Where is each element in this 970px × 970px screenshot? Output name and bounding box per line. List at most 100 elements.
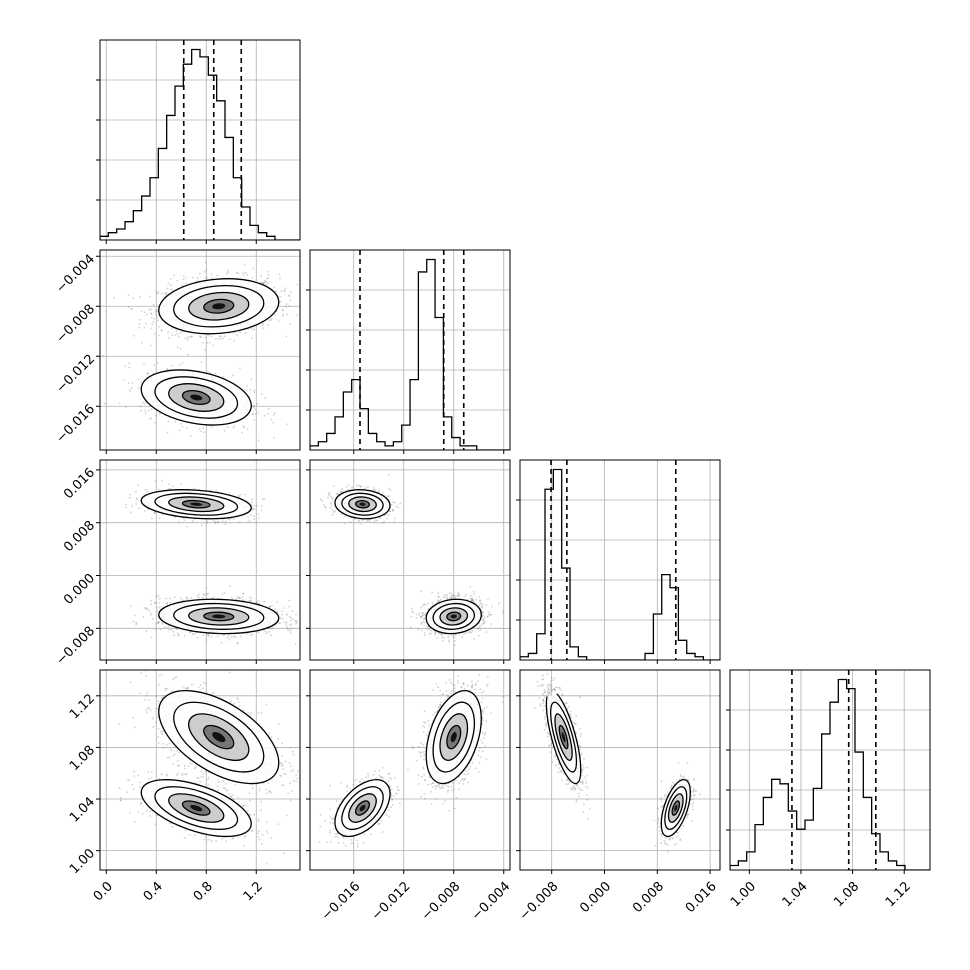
sample-point xyxy=(152,617,154,620)
sample-point xyxy=(179,597,182,599)
sample-point xyxy=(221,520,224,523)
sample-point xyxy=(135,490,137,493)
sample-point xyxy=(129,390,132,393)
sample-point xyxy=(245,633,248,635)
sample-point xyxy=(140,381,142,384)
sample-point xyxy=(453,596,456,598)
sample-point xyxy=(417,614,420,616)
sample-point xyxy=(150,312,153,315)
sample-point xyxy=(123,378,126,381)
sample-point xyxy=(263,414,266,417)
sample-point xyxy=(215,489,218,492)
sample-point xyxy=(176,346,179,349)
sample-point xyxy=(262,323,264,325)
sample-point xyxy=(196,636,199,639)
sample-point xyxy=(233,339,235,342)
sample-point xyxy=(465,631,468,634)
sample-point xyxy=(262,327,265,330)
sample-point xyxy=(169,597,172,600)
sample-point xyxy=(185,597,188,600)
sample-point xyxy=(243,426,245,428)
sample-point xyxy=(157,488,160,491)
sample-point xyxy=(128,388,131,391)
sample-point xyxy=(137,378,140,381)
sample-point xyxy=(102,355,105,357)
sample-point xyxy=(216,635,219,638)
sample-point xyxy=(274,608,276,611)
sample-point xyxy=(453,636,456,639)
sample-point xyxy=(198,427,201,430)
sample-point xyxy=(457,593,459,596)
sample-point xyxy=(257,439,260,442)
sample-point xyxy=(177,634,180,637)
sample-point xyxy=(198,593,200,596)
sample-point xyxy=(204,349,206,351)
sample-point xyxy=(226,269,229,272)
sample-point xyxy=(285,303,288,306)
sample-point xyxy=(224,520,227,523)
sample-point xyxy=(286,313,289,316)
sample-point xyxy=(156,621,159,624)
sample-point xyxy=(153,511,156,513)
sample-point xyxy=(228,639,231,641)
sample-point xyxy=(212,344,215,347)
sample-point xyxy=(181,599,184,601)
sample-point xyxy=(130,308,133,310)
sample-point xyxy=(423,632,426,634)
sample-point xyxy=(258,517,260,520)
sample-point xyxy=(279,277,281,280)
sample-point xyxy=(161,513,164,516)
sample-point xyxy=(288,305,290,307)
sample-point xyxy=(128,496,131,499)
sample-point xyxy=(270,634,272,637)
sample-point xyxy=(235,597,238,600)
sample-point xyxy=(260,393,263,395)
sample-point xyxy=(223,429,226,432)
sample-point xyxy=(168,336,170,339)
sample-point xyxy=(253,518,256,521)
sample-point xyxy=(249,388,252,391)
sample-point xyxy=(243,264,246,266)
sample-point xyxy=(237,272,239,274)
histogram-panel xyxy=(306,249,511,454)
sample-point xyxy=(207,370,209,373)
sample-point xyxy=(144,607,147,610)
sample-point xyxy=(253,391,256,394)
sample-point xyxy=(185,282,188,284)
sample-point xyxy=(175,330,178,332)
sample-point xyxy=(143,607,146,609)
sample-point xyxy=(144,409,146,412)
sample-point xyxy=(210,273,213,275)
sample-point xyxy=(159,628,162,631)
sample-point xyxy=(151,323,154,326)
sample-point xyxy=(156,319,159,322)
sample-point xyxy=(170,278,172,280)
sample-point xyxy=(290,623,293,626)
sample-point xyxy=(174,516,177,519)
sample-point xyxy=(284,287,287,289)
sample-point xyxy=(127,382,130,385)
sample-point xyxy=(283,621,286,624)
sample-point xyxy=(129,493,132,496)
sample-point xyxy=(182,275,185,277)
sample-point xyxy=(206,633,209,636)
sample-point xyxy=(287,629,290,632)
sample-point xyxy=(201,596,204,599)
sample-point xyxy=(174,334,177,336)
sample-point xyxy=(146,373,149,376)
sample-point xyxy=(475,598,477,601)
sample-point xyxy=(291,610,294,613)
sample-point xyxy=(268,319,271,321)
sample-point xyxy=(228,585,231,588)
sample-point xyxy=(314,633,316,635)
sample-point xyxy=(267,277,270,279)
sample-point xyxy=(187,336,189,338)
sample-point xyxy=(481,606,484,608)
sample-point xyxy=(447,635,449,638)
sample-point xyxy=(153,318,155,320)
sample-point xyxy=(143,403,146,405)
sample-point xyxy=(157,622,160,625)
sample-point xyxy=(487,598,489,601)
sample-point xyxy=(269,606,271,608)
sample-point xyxy=(431,602,434,604)
